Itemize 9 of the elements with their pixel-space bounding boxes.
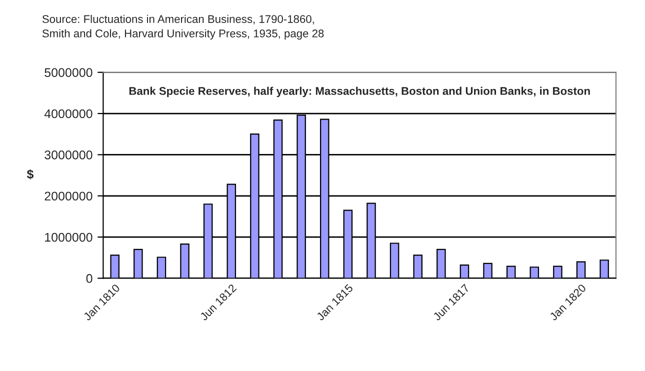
text: Bank Specie Reserves, half yearly: Massachusetts, Boston and Union Banks, in Boston <box>129 86 590 98</box>
y-tick-label: 0 <box>86 274 92 283</box>
y-axis-title: $ <box>26 169 34 180</box>
y-tick-label: 4000000 <box>44 109 92 118</box>
y-tick-label: 3000000 <box>44 150 92 160</box>
y-tick-label: 5000000 <box>44 68 92 77</box>
source-note: Source: Fluctuations in American Business, 1790-1860, Smith and Cole, Harvard University Press, 1935, page 28 <box>42 14 324 40</box>
y-tick-label: 2000000 <box>44 192 92 201</box>
y-tick-label: 1000000 <box>45 232 92 242</box>
